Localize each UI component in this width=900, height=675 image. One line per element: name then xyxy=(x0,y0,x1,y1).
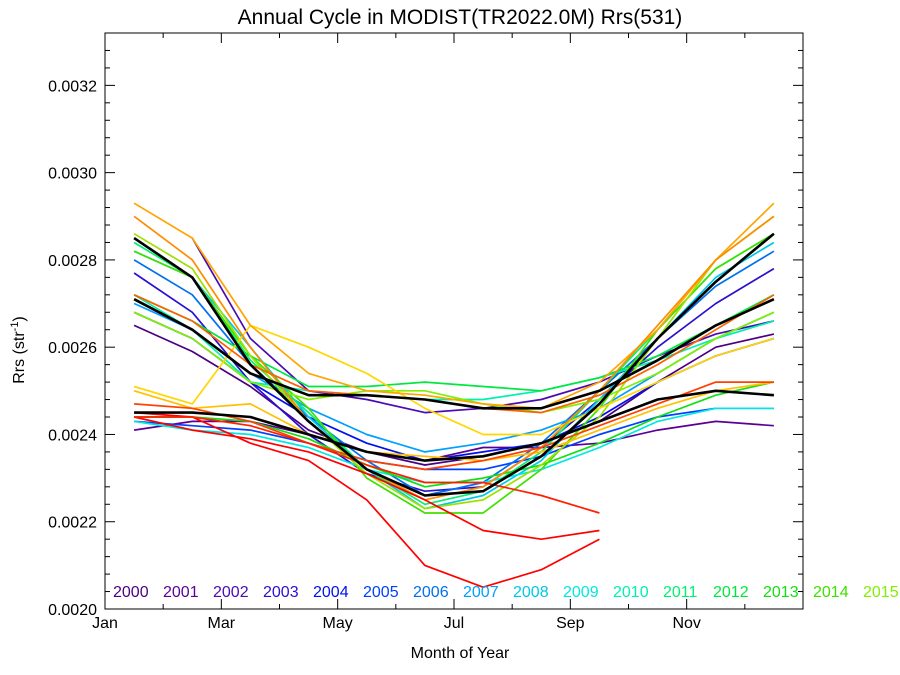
plot-lines xyxy=(133,202,775,589)
chart-title: Annual Cycle in MODIST(TR2022.0M) Rrs(53… xyxy=(238,6,683,29)
y-tick-label: 0.0030 xyxy=(48,166,97,183)
x-tick-label: May xyxy=(323,615,353,632)
legend-label-2007: 2007 xyxy=(463,584,499,601)
legend-label-2006: 2006 xyxy=(413,584,449,601)
series-line-16 xyxy=(133,215,775,510)
series-line-28 xyxy=(134,389,774,462)
y-axis-label: Rrs (str-1) xyxy=(9,316,28,384)
legend-label-2009: 2009 xyxy=(563,584,599,601)
legend-label-2014: 2014 xyxy=(813,584,849,601)
y-tick-label: 0.0026 xyxy=(48,340,97,357)
legend-label-2008: 2008 xyxy=(513,584,549,601)
legend-label-2012: 2012 xyxy=(713,584,749,601)
x-tick-label: Jan xyxy=(92,615,118,632)
y-tick-label: 0.0020 xyxy=(48,602,97,619)
y-tick-label: 0.0022 xyxy=(48,515,97,532)
series-line-5 xyxy=(134,407,774,471)
x-axis-label: Month of Year xyxy=(411,645,510,662)
legend-label-2001: 2001 xyxy=(163,584,199,601)
legend-label-2015: 2015 xyxy=(863,584,899,601)
series-line-15 xyxy=(133,311,775,414)
legend-label-2013: 2013 xyxy=(763,584,799,601)
y-tick-label: 0.0028 xyxy=(48,253,97,270)
series-line-1 xyxy=(133,420,774,462)
y-axis-label-sup: -1 xyxy=(9,322,21,332)
y-tick-label: 0.0024 xyxy=(48,427,97,444)
legend-label-2000: 2000 xyxy=(113,584,149,601)
series-line-0 xyxy=(133,324,775,466)
series-line-25 xyxy=(134,416,600,514)
legend-label-2011: 2011 xyxy=(663,584,698,601)
axes: Jan Mar May Jul Sep Nov 0.0020 0.0022 0.0024 0.00… xyxy=(48,32,804,632)
series-line-22 xyxy=(134,381,774,471)
y-axis-label-close: ) xyxy=(11,316,28,321)
series-line-26 xyxy=(133,232,775,497)
x-tick-label: Nov xyxy=(672,615,700,632)
legend-label-2002: 2002 xyxy=(213,584,249,601)
legend: 2000 2001 2002 2003 2004 2005 2006 2007 2008 2009… xyxy=(113,584,899,601)
series-line-27 xyxy=(133,298,775,410)
x-tick-label: Sep xyxy=(556,615,585,632)
legend-label-2010: 2010 xyxy=(613,584,649,601)
legend-label-2005: 2005 xyxy=(363,584,399,601)
series-line-23 xyxy=(134,411,600,589)
y-axis-label-main: Rrs (str xyxy=(11,331,28,384)
y-tick-label: 0.0032 xyxy=(48,78,97,95)
series-line-19 xyxy=(133,202,775,410)
x-tick-label: Jul xyxy=(444,615,464,632)
series-line-24 xyxy=(133,416,600,541)
series-line-17 xyxy=(133,324,775,436)
plot-frame xyxy=(104,32,804,610)
legend-label-2004: 2004 xyxy=(313,584,349,601)
x-tick-label: Mar xyxy=(208,615,236,632)
legend-label-2003: 2003 xyxy=(263,584,299,601)
